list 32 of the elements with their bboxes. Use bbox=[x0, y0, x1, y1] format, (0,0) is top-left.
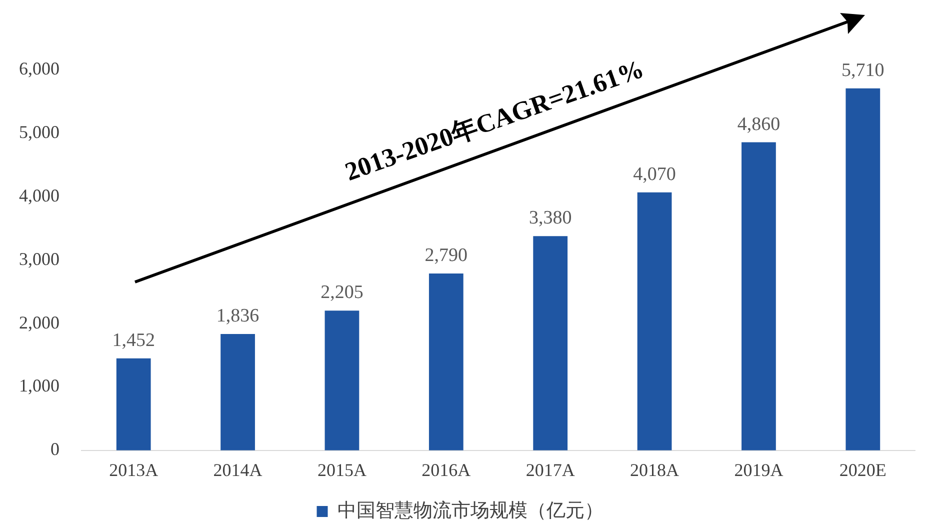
bar bbox=[116, 358, 151, 450]
y-tick-label: 0 bbox=[50, 439, 60, 460]
x-tick-label: 2014A bbox=[213, 460, 262, 480]
data-label: 3,380 bbox=[528, 208, 572, 229]
x-tick-label: 2013A bbox=[109, 460, 158, 480]
x-tick-label: 2015A bbox=[317, 460, 366, 480]
data-label: 1,452 bbox=[112, 330, 155, 351]
bar bbox=[533, 236, 568, 450]
x-tick-label: 2019A bbox=[734, 460, 784, 480]
data-label: 5,710 bbox=[842, 60, 884, 81]
data-label: 1,836 bbox=[216, 305, 260, 326]
y-tick-label: 4,000 bbox=[19, 186, 60, 206]
x-tick-label: 2017A bbox=[526, 460, 575, 480]
y-tick-label: 5,000 bbox=[19, 122, 60, 142]
y-tick-label: 2,000 bbox=[19, 312, 60, 332]
bar bbox=[742, 142, 776, 450]
bar bbox=[324, 310, 360, 450]
x-tick-label: 2018A bbox=[630, 460, 680, 480]
x-tick-label: 2016A bbox=[422, 460, 471, 480]
data-label: 2,205 bbox=[320, 282, 364, 304]
y-tick-label: 1,000 bbox=[19, 376, 60, 396]
data-label: 4,860 bbox=[737, 114, 780, 135]
y-tick-label: 3,000 bbox=[19, 248, 60, 269]
legend-label: 中国智慧物流市场规模（亿元） bbox=[337, 499, 604, 522]
bar bbox=[220, 334, 255, 450]
x-tick-label: 2020E bbox=[839, 460, 886, 480]
data-label: 4,070 bbox=[633, 164, 676, 185]
y-tick-label: 6,000 bbox=[19, 58, 60, 79]
data-label: 2,790 bbox=[424, 245, 468, 266]
bar bbox=[846, 88, 880, 450]
bar bbox=[428, 274, 464, 450]
bar bbox=[637, 192, 672, 450]
